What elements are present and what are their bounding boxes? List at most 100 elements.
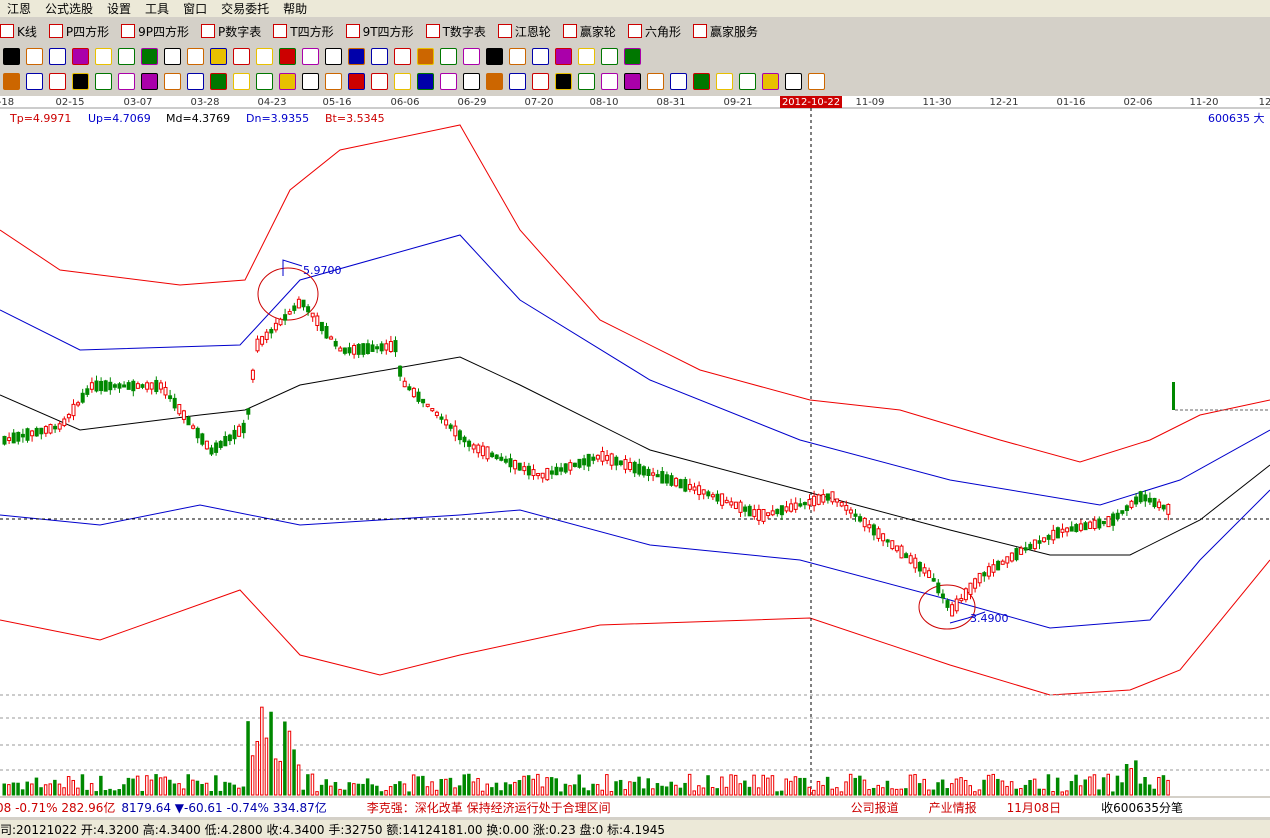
candle-body [720,493,725,506]
candle-body [853,513,858,517]
toolbar-icon[interactable] [187,72,204,90]
toolbar-icon[interactable] [95,72,112,90]
menu-item[interactable]: 设置 [107,2,132,16]
toolbar-icon[interactable] [233,47,250,65]
toolbar-button[interactable]: T四方形 [273,23,334,40]
toolbar-icon[interactable] [141,72,158,90]
toolbar-icon[interactable] [417,72,434,90]
toolbar-button[interactable]: 9T四方形 [345,23,414,40]
candle-body [1166,503,1171,515]
toolbar-icon[interactable] [49,47,66,65]
volume-bar [490,787,494,796]
toolbar-icon[interactable] [624,72,641,90]
toolbar-icon[interactable] [348,72,365,90]
toolbar-icon[interactable] [463,72,480,90]
toolbar-icon[interactable] [670,72,687,90]
toolbar-icon[interactable] [486,72,503,90]
toolbar-icon[interactable] [302,47,319,65]
toolbar-icon[interactable] [26,47,43,65]
volume-bar [232,784,236,796]
toolbar-icon[interactable] [49,72,66,90]
toolbar-icon[interactable] [601,72,618,90]
toolbar-icon[interactable] [394,72,411,90]
toolbar-icon[interactable] [210,72,227,90]
menu-item[interactable]: 江恩 [7,2,32,16]
toolbar-icon[interactable] [210,47,227,65]
toolbar-icon[interactable] [325,47,342,65]
toolbar-icon[interactable] [509,72,526,90]
toolbar-icon[interactable] [647,72,664,90]
toolbar-button[interactable]: 江恩轮 [497,23,551,40]
toolbar-icon[interactable] [739,72,756,90]
menu-item[interactable]: 工具 [145,2,170,16]
toolbar-icon[interactable] [509,47,526,65]
toolbar-icon[interactable] [417,47,434,65]
toolbar-icon[interactable] [532,47,549,65]
toolbar-icon[interactable] [394,47,411,65]
toolbar-icon[interactable] [95,47,112,65]
toolbar-icon[interactable] [72,72,89,90]
volume-bar [365,778,370,796]
toolbar-icon[interactable] [440,47,457,65]
toolbar-icon[interactable] [785,72,802,90]
toolbar-button[interactable]: 赢家轮 [562,23,616,40]
menu-item[interactable]: 公式选股 [45,2,94,16]
toolbar-button[interactable]: 六角形 [627,23,681,40]
toolbar-icon[interactable] [164,47,181,65]
toolbar-button[interactable]: P数字表 [201,23,261,40]
toolbar-button[interactable]: P四方形 [48,23,109,40]
toolbar-icon[interactable] [256,72,273,90]
candle-body [954,598,959,612]
toolbar-icon[interactable] [72,47,89,65]
toolbar-icon[interactable] [164,72,181,90]
toolbar-button[interactable]: 赢家服务 [692,23,758,40]
toolbar-icon[interactable] [808,72,825,90]
volume-bar [324,779,328,796]
toolbar-icon[interactable] [233,72,250,90]
toolbar-icon[interactable] [348,47,365,65]
toolbar-icon[interactable] [440,72,457,90]
band-up [0,234,1270,506]
toolbar-icon[interactable] [256,47,273,65]
toolbar-icon[interactable] [371,47,388,65]
volume-bar [536,773,540,796]
toolbar-icon[interactable] [187,47,204,65]
toolbar-icon[interactable] [118,72,135,90]
toolbar-icon[interactable] [578,72,595,90]
menu-item[interactable]: 交易委托 [221,2,270,16]
volume-bar [310,773,315,796]
volume-bar [816,781,821,796]
menu-item[interactable]: 帮助 [283,2,308,16]
toolbar-icon[interactable] [3,47,20,65]
toolbar-icon[interactable] [3,72,20,90]
volume-bar [674,784,678,796]
toolbar-icon[interactable] [325,72,342,90]
candle-body [457,430,462,441]
toolbar-icon[interactable] [279,47,296,65]
toolbar-icon[interactable] [578,47,595,65]
toolbar-icon[interactable] [555,47,572,65]
volume-bar [11,782,16,796]
toolbar-button[interactable]: T数字表 [425,23,486,40]
toolbar-button[interactable]: 9P四方形 [121,23,189,40]
candle-body [292,305,297,311]
toolbar-icon[interactable] [463,47,480,65]
toolbar-icon[interactable] [693,72,710,90]
toolbar-button[interactable]: K线 [0,23,37,40]
toolbar-icon[interactable] [762,72,779,90]
toolbar-icon[interactable] [118,47,135,65]
volume-bar [710,787,715,796]
toolbar-icon[interactable] [716,72,733,90]
toolbar-icon[interactable] [555,72,572,90]
menu-item[interactable]: 窗口 [183,2,208,16]
toolbar-icon[interactable] [601,47,618,65]
toolbar-icon[interactable] [486,47,503,65]
toolbar-icon[interactable] [624,47,641,65]
toolbar-icon[interactable] [371,72,388,90]
toolbar-icon[interactable] [279,72,296,90]
candle-body [471,444,476,450]
toolbar-icon[interactable] [302,72,319,90]
toolbar-icon[interactable] [141,47,158,65]
toolbar-icon[interactable] [532,72,549,90]
toolbar-icon[interactable] [26,72,43,90]
